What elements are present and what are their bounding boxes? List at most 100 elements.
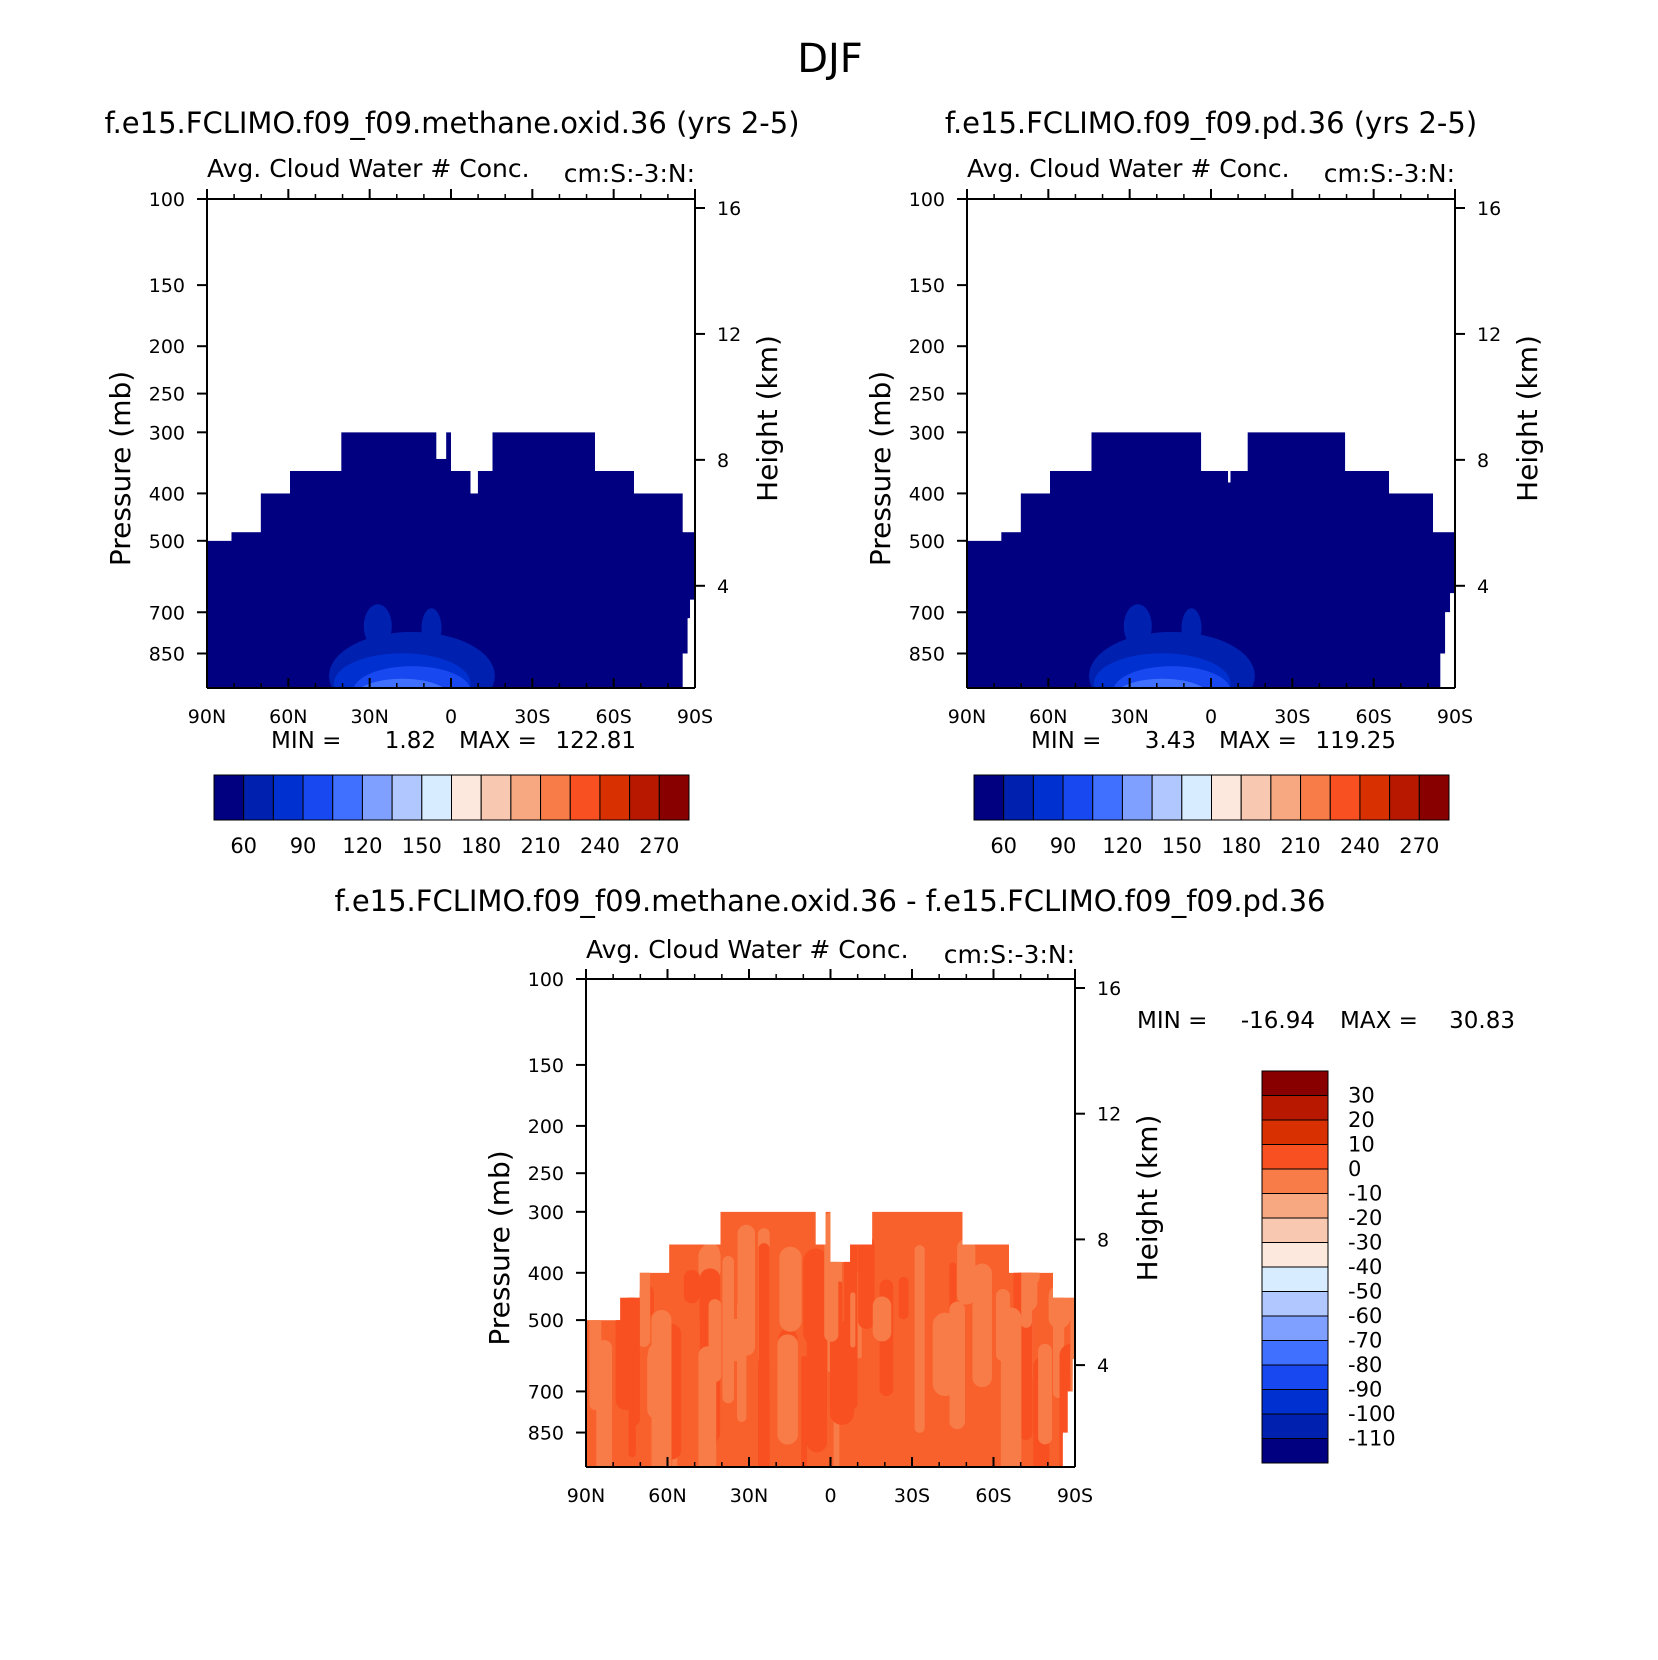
contour-streak: [858, 1236, 875, 1330]
y-tick-label: 250: [149, 384, 185, 406]
colorbar-label: 120: [1102, 834, 1142, 858]
colorbar-label: -10: [1348, 1182, 1382, 1206]
y2-tick-label: 16: [717, 198, 741, 220]
contour-streak: [837, 1281, 843, 1341]
panel-0-colorbar: 60 90 120 150 180 210 240 270: [213, 774, 690, 858]
x-tick-label: 90S: [1437, 706, 1473, 728]
contour-streak: [829, 1321, 854, 1425]
panel-1-colorbar: 60 90 120 150 180 210 240 270: [973, 774, 1450, 858]
contour-streak: [898, 1276, 909, 1320]
contour-streak: [957, 1238, 976, 1305]
panel-units: cm:S:-3:N:: [564, 159, 695, 188]
colorbar-label: 180: [1221, 834, 1261, 858]
colorbar-box: [1418, 774, 1450, 821]
colorbar-box: [421, 774, 452, 821]
colorbar-label: 90: [1050, 834, 1077, 858]
colorbar-box: [1261, 1364, 1329, 1390]
x-tick-label: 30S: [894, 1485, 930, 1507]
panel-units: cm:S:-3:N:: [1324, 159, 1455, 188]
colorbar-label: -80: [1348, 1353, 1382, 1377]
colorbar-label: 210: [521, 834, 561, 858]
colorbar-label: 270: [1399, 834, 1439, 858]
colorbar-label: 240: [580, 834, 620, 858]
min-value: 3.43: [1145, 728, 1196, 754]
y-tick-label: 150: [909, 275, 945, 297]
y-axis-label: Pressure (mb): [864, 371, 897, 566]
x-tick-label: 90N: [567, 1485, 605, 1507]
panel-2-axes: 90N 60N 30N 0 30S 60S 90S 100 150 200 250 300 400 500…: [335, 884, 1326, 1507]
contour-fill-plume: [421, 608, 442, 649]
x-tick-label: 30S: [1274, 706, 1310, 728]
colorbar-box: [510, 774, 542, 821]
y-tick-label: 100: [149, 189, 185, 211]
y-tick-label: 100: [528, 969, 564, 991]
x-tick-label: 0: [445, 706, 457, 728]
y2-tick-label: 12: [717, 324, 741, 346]
colorbar-box: [1240, 774, 1272, 821]
max-value: 30.83: [1449, 1008, 1515, 1034]
y2-tick-label: 12: [1097, 1104, 1121, 1126]
colorbar-box: [1261, 1315, 1329, 1341]
colorbar-box: [973, 774, 1005, 821]
y2-tick-label: 8: [717, 450, 729, 472]
contour-streak: [1048, 1284, 1071, 1329]
colorbar-box: [1261, 1217, 1329, 1243]
x-tick-label: 90S: [677, 706, 713, 728]
contour-streak: [777, 1334, 798, 1445]
colorbar-label: -110: [1348, 1427, 1396, 1451]
x-tick-label: 90N: [948, 706, 986, 728]
colorbar-label: 210: [1281, 834, 1321, 858]
colorbar-label: 0: [1348, 1157, 1361, 1181]
contour-streak: [629, 1288, 640, 1426]
y-tick-label: 700: [149, 602, 185, 624]
contour-streak: [914, 1245, 925, 1433]
colorbar-label: -90: [1348, 1378, 1382, 1402]
contour-streak: [758, 1356, 770, 1467]
x-tick-label: 60S: [975, 1485, 1011, 1507]
colorbar-label: 150: [402, 834, 442, 858]
y2-tick-label: 4: [1477, 576, 1489, 598]
colorbar-label: 20: [1348, 1108, 1375, 1132]
min-value: 1.82: [385, 728, 436, 754]
colorbar-box: [1261, 1438, 1329, 1464]
contour-streak: [824, 1212, 839, 1342]
x-tick-label: 0: [1205, 706, 1217, 728]
colorbar-box: [1261, 1193, 1329, 1219]
colorbar-box: [1261, 1070, 1329, 1096]
max-label: MAX =: [1219, 728, 1297, 754]
colorbar-box: [1092, 774, 1123, 821]
colorbar-box: [569, 774, 601, 821]
contour-streak: [850, 1292, 856, 1348]
y-tick-label: 250: [909, 384, 945, 406]
colorbar-label: 240: [1340, 834, 1380, 858]
panel-0-stats: MIN = 1.82 MAX = 122.81: [271, 728, 636, 754]
contour-streak: [637, 1254, 651, 1347]
contour-fill-level-0: [207, 432, 695, 688]
panel-2-colorbar: 3020100-10-20-30-40-50-60-70-80-90-100-1…: [1261, 1070, 1396, 1464]
contour-streak: [801, 1355, 807, 1467]
y-tick-label: 150: [528, 1055, 564, 1077]
contour-streak: [1020, 1258, 1032, 1328]
y-tick-label: 300: [528, 1202, 564, 1224]
colorbar-box: [1062, 774, 1094, 821]
x-tick-label: 60N: [648, 1485, 686, 1507]
y2-axis-label: Height (km): [1511, 335, 1544, 502]
x-tick-label: 60N: [1029, 706, 1067, 728]
panel-1-field: [967, 432, 1455, 688]
contour-streak: [949, 1301, 966, 1430]
colorbar-box: [1261, 1119, 1329, 1145]
colorbar-box: [243, 774, 274, 821]
panel-title: f.e15.FCLIMO.f09_f09.pd.36 (yrs 2-5): [945, 106, 1477, 140]
panel-title: f.e15.FCLIMO.f09_f09.methane.oxid.36 - f…: [335, 884, 1326, 918]
y-tick-label: 700: [909, 602, 945, 624]
min-label: MIN =: [1031, 728, 1101, 754]
colorbar-box: [1261, 1340, 1329, 1366]
y2-axis-label: Height (km): [1131, 1115, 1164, 1282]
colorbar-label: -50: [1348, 1280, 1382, 1304]
colorbar-box: [1121, 774, 1153, 821]
colorbar-box: [1359, 774, 1391, 821]
max-value: 119.25: [1316, 728, 1396, 754]
min-label: MIN =: [271, 728, 341, 754]
max-label: MAX =: [1340, 1008, 1418, 1034]
panel-1-stats: MIN = 3.43 MAX = 119.25: [1031, 728, 1396, 754]
